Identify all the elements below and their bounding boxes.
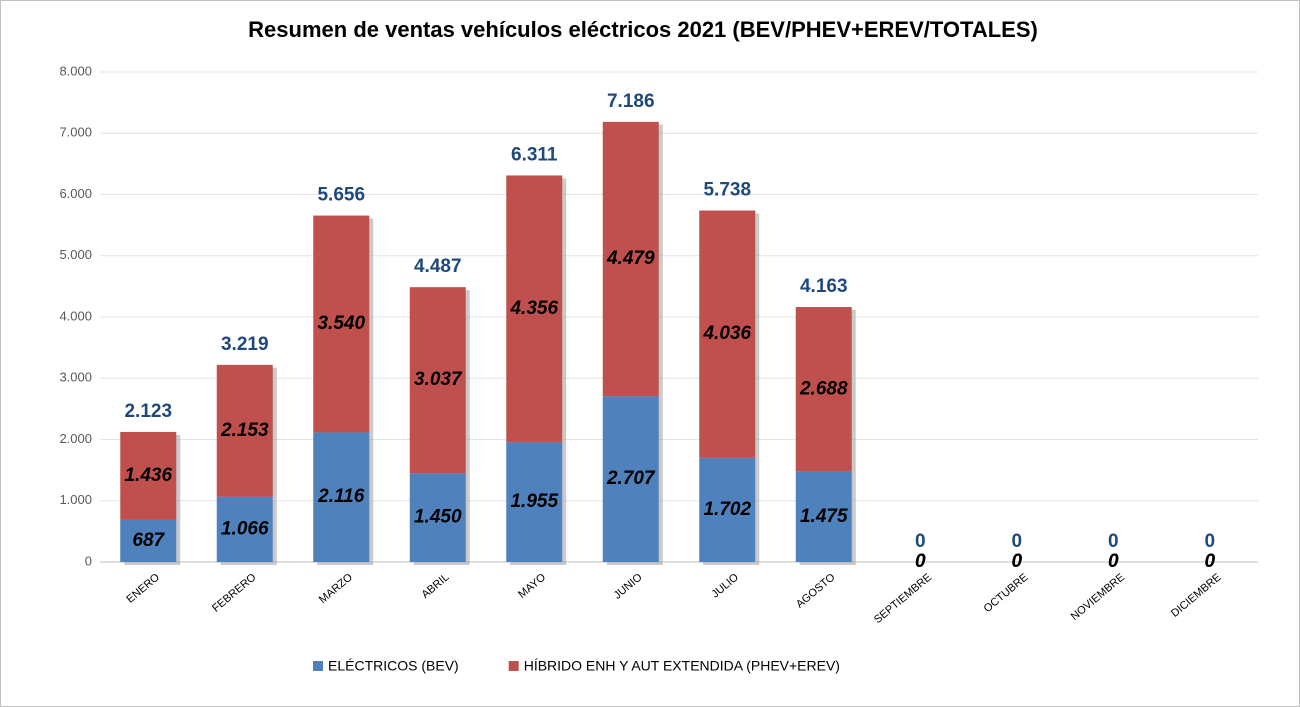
- chart-title: Resumen de ventas vehículos eléctricos 2…: [248, 17, 1038, 42]
- total-label: 4.487: [414, 256, 462, 277]
- bar-value-label: 1.066: [221, 518, 269, 539]
- total-label: 0: [1011, 531, 1022, 552]
- legend-label: HÍBRIDO ENH Y AUT EXTENDIDA (PHEV+EREV): [524, 658, 840, 674]
- legend-swatch: [313, 661, 323, 671]
- legend-swatch: [508, 661, 519, 671]
- y-tick-label: 7.000: [59, 125, 92, 140]
- y-tick-label: 3.000: [59, 370, 92, 385]
- bar-value-label: 2.153: [220, 420, 269, 441]
- bar-segment: [795, 307, 852, 472]
- legend-label: ELÉCTRICOS (BEV): [328, 658, 459, 674]
- bar-value-label: 4.356: [509, 298, 558, 319]
- bar-value-label: 4.036: [702, 323, 751, 344]
- bar-value-label: 2.116: [317, 486, 365, 507]
- y-tick-label: 4.000: [59, 308, 92, 323]
- y-tick-label: 5.000: [59, 247, 92, 262]
- bar-value-label: 3.037: [414, 369, 463, 390]
- bar-value-label: 3.540: [317, 313, 365, 334]
- bar-segment: [602, 121, 659, 397]
- bar-value-label: 1.475: [800, 506, 848, 527]
- bar-value-label: 4.479: [606, 248, 655, 269]
- y-tick-label: 2.000: [59, 431, 92, 446]
- bar-value-label: 2.688: [799, 378, 848, 399]
- bar-segment: [506, 175, 563, 443]
- bar-value-label: 0: [1204, 551, 1215, 572]
- bar-value-label: 1.436: [124, 465, 172, 486]
- bar-value-label: 0: [915, 551, 926, 572]
- bar-segment: [409, 287, 466, 474]
- bar-segment: [120, 431, 177, 520]
- bar-value-label: 1.955: [510, 491, 558, 512]
- bar-value-label: 0: [1011, 551, 1022, 572]
- y-tick-label: 8.000: [59, 63, 92, 78]
- bar-value-label: 0: [1108, 551, 1119, 572]
- bar-value-label: 0: [1108, 551, 1119, 572]
- total-label: 0: [915, 531, 926, 552]
- total-label: 4.163: [800, 276, 848, 297]
- bar-segment: [216, 496, 273, 562]
- bar-value-label: 2.707: [606, 468, 656, 489]
- bar-value-label: 1.450: [414, 507, 462, 528]
- y-tick-label: 6.000: [59, 186, 92, 201]
- total-label: 6.311: [511, 144, 558, 165]
- bar-segment: [409, 473, 466, 562]
- bar-segment: [699, 210, 756, 458]
- bar-segment: [120, 519, 177, 562]
- total-label: 5.738: [703, 180, 751, 201]
- bar-segment: [506, 442, 563, 562]
- bar-segment: [795, 471, 852, 562]
- bar-value-label: 0: [915, 551, 926, 572]
- total-label: 3.219: [221, 334, 269, 355]
- bar-value-label: 687: [132, 530, 165, 551]
- y-tick-label: 0: [85, 553, 92, 568]
- bar-segment: [699, 457, 756, 562]
- bar-value-label: 0: [1011, 551, 1022, 572]
- bar-value-label: 1.702: [703, 499, 751, 520]
- y-tick-label: 1.000: [59, 492, 92, 507]
- total-label: 5.656: [317, 185, 365, 206]
- bar-segment: [313, 215, 370, 433]
- total-label: 0: [1108, 531, 1119, 552]
- total-label: 2.123: [124, 401, 172, 422]
- bar-value-label: 0: [1204, 551, 1215, 572]
- total-label: 0: [1204, 531, 1215, 552]
- bar-segment: [216, 364, 273, 497]
- bar-segment: [313, 432, 370, 562]
- total-label: 7.186: [607, 91, 655, 112]
- bar-segment: [602, 396, 659, 562]
